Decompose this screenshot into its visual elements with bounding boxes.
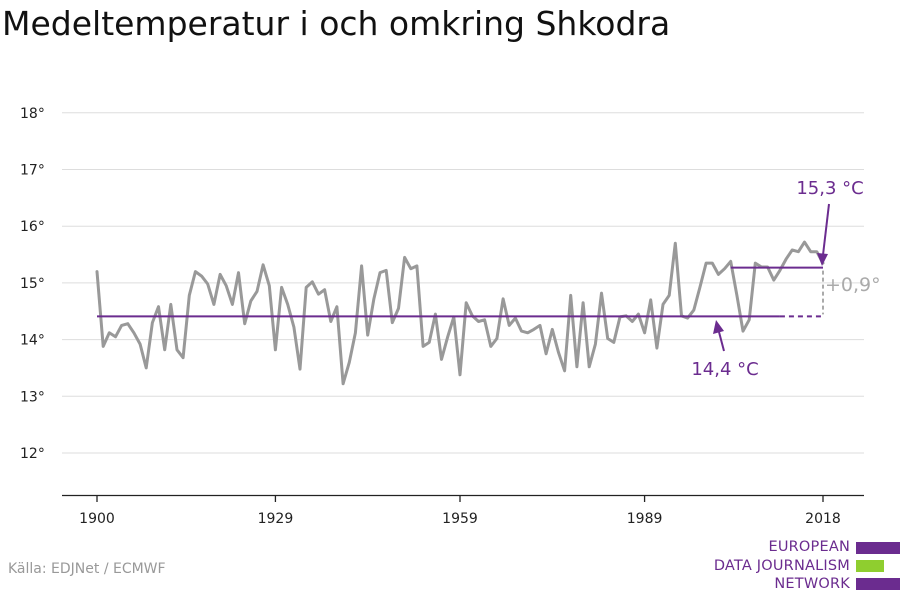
y-axis-ticks: 12° 13° 14° 15° 16° 17° 18° [20,106,45,462]
logo-text: EUROPEAN DATA JOURNALISM NETWORK [714,538,850,594]
source-note: Källa: EDJNet / ECMWF [8,561,166,577]
chart-title: Medeltemperatur i och omkring Shkodra [2,4,671,43]
temperature-line [95,240,825,386]
series-layer [95,240,825,386]
baseline-arrow-shaft [718,331,725,352]
recent-arrow-head [817,253,828,266]
y-tick-label: 17° [20,163,45,179]
baseline-average-label: 14,4 °C [691,359,758,380]
x-tick-label: 1989 [627,511,663,527]
reference-lines [97,266,824,318]
y-tick-label: 14° [20,333,45,349]
x-tick-label: 1900 [79,511,115,527]
y-tick-label: 13° [20,389,45,405]
edjnet-logo[interactable]: EUROPEAN DATA JOURNALISM NETWORK [690,538,900,596]
logo-line-1: EUROPEAN [768,539,850,555]
annotations: 15,3 °C 14,4 °C +0,9° [691,178,880,380]
logo-bar-purple-bottom [856,578,900,590]
logo-line-2: DATA JOURNALISM [713,557,850,574]
y-tick-label: 15° [20,276,45,292]
x-tick-label: 1959 [442,511,478,527]
logo-line-3: NETWORK [774,576,850,592]
recent-arrow-shaft [822,203,830,256]
x-tick-label: 1929 [258,511,294,527]
grid-lines [62,112,864,454]
y-tick-label: 18° [20,106,45,122]
y-tick-label: 12° [20,446,45,462]
recent-average-label: 15,3 °C [796,178,863,199]
x-tick-label: 2018 [805,511,841,527]
logo-bar-purple-top [856,542,900,554]
logo-bar-green [856,560,884,572]
baseline-arrow-head [713,320,724,334]
y-tick-label: 16° [20,219,45,235]
x-axis: 1900 1929 1959 1989 2018 [62,494,864,527]
difference-label: +0,9° [825,274,881,296]
